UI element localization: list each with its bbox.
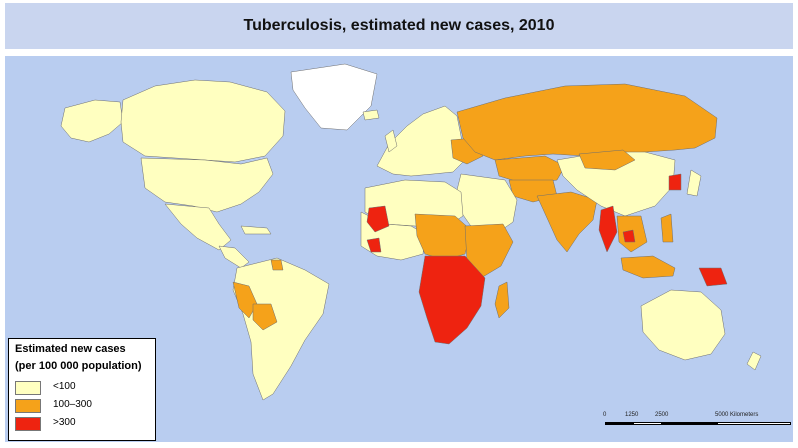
region-iceland: [362, 109, 380, 121]
region-europe: [376, 105, 466, 177]
region-mauritania: [366, 205, 390, 233]
legend: Estimated new cases (per 100 000 populat…: [8, 338, 156, 441]
region-kazakhstan: [494, 155, 566, 185]
scale-tick-5000: 5000 Kilometers: [715, 412, 759, 418]
scale-segment: [633, 422, 663, 425]
scale-segment: [661, 422, 717, 425]
scale-segment: [605, 422, 633, 425]
scale-tick-0: 0: [603, 412, 607, 418]
legend-swatch-mid: [15, 399, 41, 413]
map-title: Tuberculosis, estimated new cases, 2010: [243, 17, 555, 34]
region-central-america: [218, 245, 250, 269]
region-guyana: [270, 259, 284, 271]
region-madagascar: [494, 281, 510, 319]
region-southern-africa: [418, 255, 486, 345]
region-russia: [456, 83, 718, 161]
region-north-korea: [668, 173, 682, 191]
scale-tick-1250: 1250: [625, 412, 639, 418]
region-philippines: [660, 213, 674, 243]
region-india: [536, 191, 598, 253]
region-japan: [686, 169, 702, 197]
region-caribbean: [240, 225, 272, 235]
region-mexico: [164, 203, 232, 251]
legend-label-low: <100: [53, 381, 76, 392]
map-frame: [5, 56, 793, 442]
scale-bar: 0 1250 2500 5000 Kilometers: [603, 412, 793, 438]
region-greenland: [290, 63, 378, 131]
legend-label-high: >300: [53, 417, 76, 428]
scale-segment: [717, 422, 791, 425]
region-sierra-leone: [366, 237, 382, 253]
region-canada: [120, 79, 286, 163]
region-alaska: [60, 99, 124, 143]
region-uk: [384, 129, 398, 153]
legend-title: Estimated new cases: [15, 343, 126, 355]
region-australia: [640, 289, 726, 361]
region-cambodia: [622, 229, 636, 243]
legend-item-low: <100: [15, 379, 145, 395]
region-new-zealand: [746, 351, 762, 371]
legend-item-high: >300: [15, 415, 145, 431]
region-usa: [140, 157, 274, 213]
legend-item-mid: 100–300: [15, 397, 145, 413]
legend-label-mid: 100–300: [53, 399, 92, 410]
scale-tick-2500: 2500: [655, 412, 669, 418]
region-mongolia: [578, 149, 636, 171]
region-bolivia: [252, 303, 278, 331]
region-indonesia: [620, 255, 676, 279]
legend-swatch-low: [15, 381, 41, 395]
region-papua-new-guinea: [698, 267, 728, 287]
title-bar: Tuberculosis, estimated new cases, 2010: [5, 3, 793, 49]
region-myanmar: [598, 205, 618, 253]
region-south-america: [232, 257, 330, 401]
legend-swatch-high: [15, 417, 41, 431]
legend-subtitle: (per 100 000 population): [15, 360, 142, 372]
